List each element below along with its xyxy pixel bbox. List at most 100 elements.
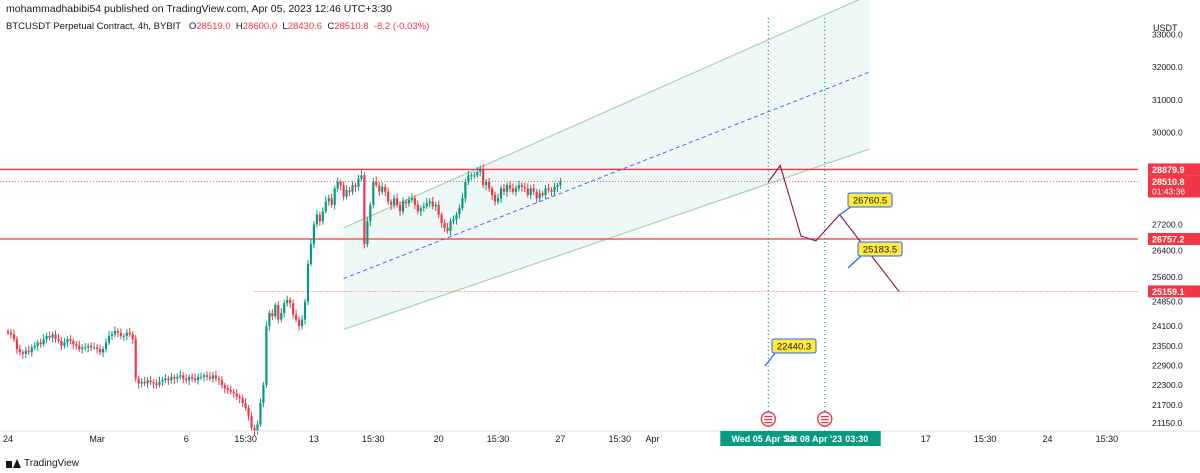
- candle-body: [164, 378, 167, 381]
- tradingview-logo-icon: [6, 459, 21, 468]
- open-label: O: [188, 21, 197, 32]
- candle-body: [15, 339, 19, 350]
- candle-body: [9, 332, 13, 335]
- candle-body: [372, 181, 375, 205]
- level-tag-2-bg: [1148, 285, 1200, 298]
- candle-body: [18, 349, 21, 353]
- candle-body: [78, 345, 81, 350]
- candle-body: [520, 185, 523, 187]
- candle-body: [72, 340, 75, 345]
- candle-body: [107, 335, 111, 343]
- candle-body: [235, 393, 238, 397]
- y-tick-label: 23500.0: [1152, 341, 1183, 351]
- candle-body: [84, 347, 87, 349]
- candle-body: [514, 188, 517, 192]
- candle-body: [312, 224, 316, 245]
- candle-body: [493, 195, 497, 202]
- level-tag-2: 25159.1: [1152, 287, 1185, 297]
- x-tick-label: 15:30: [234, 434, 257, 444]
- projection-path: [767, 164, 900, 292]
- last-price-tag-bg: [1148, 175, 1200, 198]
- last-price-tag: 28510.8: [1152, 177, 1185, 187]
- candle-body: [458, 208, 461, 215]
- candle-body: [297, 319, 301, 327]
- candle-body: [137, 378, 140, 384]
- candle-body: [369, 204, 372, 222]
- y-tick-label: 25600.0: [1152, 272, 1183, 282]
- candle-body: [473, 175, 476, 177]
- level-tag-0-bg: [1148, 163, 1200, 176]
- candle-body: [324, 201, 327, 212]
- candles-group: [6, 164, 562, 436]
- candle-body: [12, 334, 16, 340]
- candle-body: [167, 378, 170, 381]
- candle-body: [511, 188, 514, 192]
- candle-body: [214, 375, 217, 379]
- low-value: 28430.6: [287, 21, 323, 32]
- candle-body: [292, 303, 295, 315]
- candle-body: [286, 299, 289, 304]
- candle-body: [149, 380, 152, 382]
- y-tick-label: 26400.0: [1152, 246, 1183, 256]
- y-tick-label: 22300.0: [1152, 380, 1183, 390]
- symbol-legend: BTCUSDT Perpetual Contract, 4h, BYBIT O2…: [6, 21, 429, 32]
- candle-body: [116, 331, 119, 333]
- candle-body: [547, 188, 550, 191]
- candle-body: [330, 198, 333, 205]
- time-marker-bar: [720, 431, 881, 446]
- y-tick-label: 22900.0: [1152, 360, 1183, 370]
- candle-body: [256, 424, 259, 431]
- us-flag-icon-1: [817, 411, 833, 427]
- candle-body: [342, 185, 345, 197]
- candle-body: [247, 408, 250, 417]
- x-tick-label: 15:30: [974, 434, 997, 444]
- candle-body: [45, 335, 48, 340]
- candle-body: [440, 214, 443, 223]
- candle-body: [491, 188, 494, 195]
- x-tick-label: 17: [921, 434, 931, 444]
- level-tag-0: 28879.9: [1152, 165, 1185, 175]
- target-label-2: 22440.3: [777, 342, 811, 353]
- candle-body: [300, 319, 304, 327]
- candle-body: [51, 334, 54, 338]
- candle-body: [559, 181, 562, 186]
- candle-body: [113, 331, 117, 335]
- channel-upper-line: [343, 0, 860, 229]
- candle-body: [398, 204, 402, 212]
- candle-body: [161, 380, 164, 382]
- candle-body: [318, 214, 321, 222]
- x-tick-label: 15:30: [609, 434, 632, 444]
- x-tick-label: 15:30: [362, 434, 385, 444]
- countdown-timer: 01:43:36: [1152, 187, 1185, 197]
- target-callout-0: 26760.5: [837, 192, 893, 217]
- candle-body: [66, 339, 69, 343]
- candle-body: [529, 188, 532, 195]
- candle-body: [479, 168, 482, 173]
- candle-body: [321, 211, 324, 222]
- candle-body: [541, 193, 544, 195]
- candle-body: [508, 185, 512, 189]
- candle-body: [283, 303, 286, 313]
- candle-body: [87, 345, 90, 348]
- candle-body: [488, 181, 491, 189]
- candle-body: [375, 181, 378, 186]
- candle-body: [517, 185, 520, 189]
- axis-unit-label: USDT: [1153, 23, 1178, 33]
- candle-body: [280, 313, 283, 320]
- y-tick-label: 27200.0: [1152, 220, 1183, 230]
- x-tick-label: 27: [555, 434, 565, 444]
- y-tick-label: 30000.0: [1152, 128, 1183, 138]
- candle-body: [336, 181, 339, 189]
- open-value: 28519.0: [196, 21, 231, 32]
- candle-body: [434, 204, 437, 207]
- candle-body: [90, 345, 93, 348]
- candle-body: [351, 185, 354, 192]
- candle-body: [39, 342, 42, 345]
- candle-body: [176, 376, 179, 379]
- x-tick-label: 24: [1042, 434, 1052, 444]
- candle-body: [309, 244, 313, 264]
- time-axis: 24 Mar 6 15:30 13 15:30 20 15:30 27 15:30 Apr 15:30…: [0, 430, 1200, 446]
- candle-body: [194, 378, 197, 381]
- candle-body: [220, 380, 223, 386]
